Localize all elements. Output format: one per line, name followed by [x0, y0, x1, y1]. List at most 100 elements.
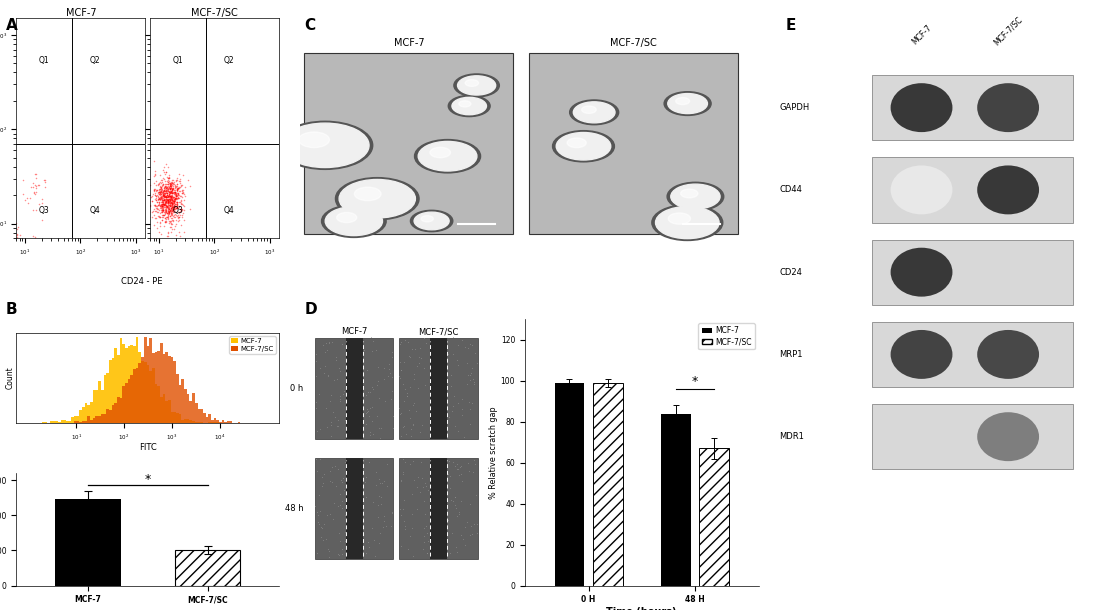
Point: [11, 262, 28, 271]
Point: [22, 276, 39, 286]
Text: MDR1: MDR1: [779, 432, 804, 441]
Point: [31, 199, 48, 209]
Point: [8, 250, 25, 260]
Point: [0, 266, 15, 276]
Point: [165, 207, 183, 217]
Point: [172, 198, 189, 208]
Point: [36, 263, 54, 273]
Point: [153, 204, 171, 213]
Point: [159, 208, 176, 218]
Point: [150, 193, 167, 203]
Point: [0, 260, 10, 270]
Point: [162, 194, 179, 204]
Title: MCF-7: MCF-7: [66, 7, 96, 18]
Point: [34, 262, 51, 271]
Point: [26, 270, 44, 280]
Point: [0, 256, 18, 266]
Point: [154, 195, 172, 205]
Point: [148, 193, 165, 203]
Point: [0, 249, 12, 259]
Point: [22, 268, 39, 278]
Point: [0, 239, 8, 248]
Point: [173, 204, 190, 213]
Point: [0, 260, 10, 270]
Point: [161, 184, 178, 193]
Point: [125, 291, 142, 301]
Point: [0, 271, 15, 281]
Point: [0, 256, 18, 266]
Point: [167, 192, 185, 201]
Point: [167, 259, 185, 268]
Point: [0, 270, 10, 280]
Point: [13, 238, 31, 248]
Point: [146, 204, 163, 213]
Point: [23, 256, 40, 266]
Point: [166, 202, 184, 212]
Point: [161, 191, 178, 201]
Point: [162, 204, 179, 214]
Point: [0, 260, 4, 270]
Point: [167, 193, 185, 203]
Point: [0, 272, 5, 282]
Point: [14, 175, 32, 185]
Point: [163, 207, 181, 217]
Point: [147, 206, 164, 216]
Point: [161, 206, 178, 215]
Point: [4, 257, 22, 267]
Point: [166, 187, 184, 197]
Point: [23, 249, 40, 259]
Point: [2, 256, 20, 265]
Point: [2, 258, 20, 268]
Point: [154, 205, 172, 215]
Point: [163, 245, 181, 255]
Point: [162, 272, 179, 282]
Circle shape: [449, 96, 490, 117]
Point: [120, 181, 138, 191]
Point: [0, 265, 5, 275]
Point: [30, 254, 47, 264]
Point: [36, 280, 54, 290]
Point: [11, 246, 28, 256]
Point: [128, 175, 146, 185]
Point: [0, 215, 11, 225]
Point: [129, 185, 147, 195]
Point: [0, 249, 10, 259]
Point: [34, 275, 51, 285]
Point: [131, 204, 149, 213]
Point: [117, 182, 135, 192]
Text: GAPDH: GAPDH: [779, 103, 810, 112]
Point: [130, 287, 148, 297]
Point: [158, 167, 175, 177]
Point: [0, 242, 18, 252]
Point: [0, 231, 18, 241]
Point: [154, 198, 172, 207]
Point: [148, 180, 165, 190]
Point: [108, 263, 126, 273]
Point: [161, 212, 178, 221]
Point: [38, 246, 56, 256]
Point: [129, 178, 147, 188]
Point: [7, 246, 24, 256]
Point: [172, 279, 189, 289]
Point: [0, 248, 12, 257]
Point: [119, 264, 137, 274]
Point: [0, 181, 13, 190]
Point: [2, 254, 20, 264]
Point: [0, 262, 8, 272]
Point: [9, 270, 26, 280]
Point: [155, 267, 173, 277]
Point: [0, 254, 8, 264]
Point: [167, 196, 185, 206]
Point: [27, 251, 45, 260]
Point: [0, 257, 3, 267]
Point: [131, 199, 149, 209]
Point: [166, 261, 184, 271]
Point: [0, 200, 14, 210]
Point: [117, 265, 135, 275]
Point: [0, 259, 14, 268]
Point: [12, 234, 30, 244]
Point: [146, 170, 163, 180]
Point: [0, 256, 5, 265]
Point: [0, 166, 15, 176]
Point: [168, 197, 186, 207]
